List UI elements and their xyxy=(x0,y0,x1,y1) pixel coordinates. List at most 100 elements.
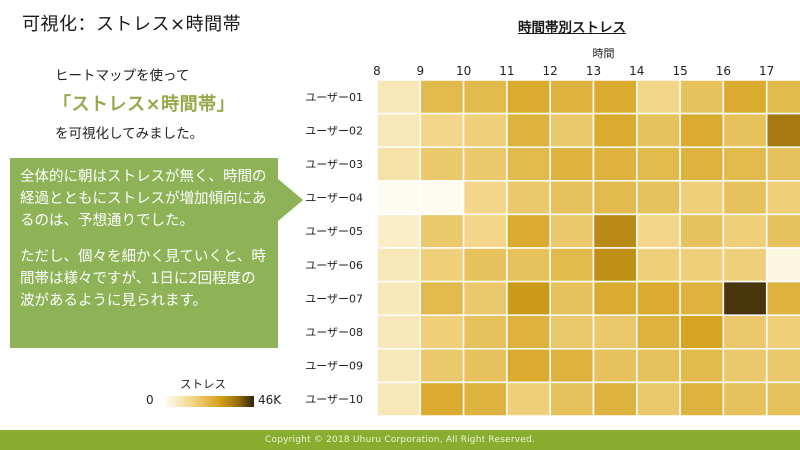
y-tick-label: ユーザー08 xyxy=(305,326,363,339)
heatmap-cell xyxy=(376,280,422,316)
x-tick-label: 13 xyxy=(586,64,601,78)
heatmap-cell xyxy=(592,314,638,350)
heatmap-cell xyxy=(765,348,800,384)
y-tick-label: ユーザー03 xyxy=(305,158,363,171)
heatmap-cell xyxy=(636,146,681,182)
legend-min-label: 0 xyxy=(146,393,154,407)
heatmap-cell xyxy=(419,348,465,384)
heatmap-cell xyxy=(636,381,681,417)
heatmap-cell xyxy=(506,381,551,417)
x-tick-label: 15 xyxy=(672,64,687,78)
heatmap-cell xyxy=(592,247,638,283)
heatmap-cell xyxy=(549,348,595,384)
heatmap-cell xyxy=(462,213,508,249)
y-tick-label: ユーザー10 xyxy=(305,393,363,406)
heatmap-cell xyxy=(765,146,800,182)
x-axis-title: 時間 xyxy=(593,47,615,60)
x-tick-label: 9 xyxy=(416,64,424,78)
x-tick-label: 11 xyxy=(499,64,514,78)
heatmap-cell xyxy=(376,213,422,249)
heatmap-cell xyxy=(462,348,508,384)
heatmap-cell xyxy=(679,213,725,249)
heatmap-cell xyxy=(722,213,768,249)
heatmap-cell xyxy=(419,381,465,417)
heatmap-cell xyxy=(419,314,465,350)
heatmap-cell xyxy=(722,146,768,182)
heatmap-cell xyxy=(592,348,638,384)
heatmap-cell xyxy=(419,112,465,148)
heatmap-cell xyxy=(462,314,508,350)
heatmap-cell xyxy=(419,79,465,115)
heatmap-cell xyxy=(722,280,768,316)
y-tick-label: ユーザー06 xyxy=(305,259,363,272)
heatmap-cell xyxy=(419,146,465,182)
heatmap-cell xyxy=(679,314,725,350)
heatmap-cell xyxy=(376,348,422,384)
heatmap-cell xyxy=(722,381,768,417)
footer-copyright: Copyright © 2018 Uhuru Corporation, All … xyxy=(0,430,800,450)
heatmap-cell xyxy=(636,247,681,283)
heatmap-cell xyxy=(549,213,595,249)
heatmap-cell xyxy=(679,381,725,417)
heatmap-cell xyxy=(592,146,638,182)
x-tick-label: 10 xyxy=(456,64,471,78)
heatmap-cell xyxy=(679,79,725,115)
heatmap-cell xyxy=(592,112,638,148)
heatmap-cell xyxy=(679,280,725,316)
heatmap-cell xyxy=(722,79,768,115)
heatmap-cell xyxy=(462,247,508,283)
heatmap-cell xyxy=(636,348,681,384)
heatmap-cell xyxy=(549,180,595,216)
heatmap-cell xyxy=(765,247,800,283)
heatmap-cell xyxy=(506,146,551,182)
heatmap-cell xyxy=(765,314,800,350)
heatmap-cell xyxy=(506,79,551,115)
heatmap-cell xyxy=(506,180,551,216)
x-tick-label: 14 xyxy=(629,64,644,78)
legend-color-scale xyxy=(164,396,254,407)
y-tick-label: ユーザー02 xyxy=(305,124,363,137)
heatmap-cell xyxy=(636,79,681,115)
heatmap-cell xyxy=(636,213,681,249)
intro-line-3: を可視化してみました。 xyxy=(55,126,204,142)
heatmap-cell xyxy=(636,314,681,350)
heatmap-cell xyxy=(506,348,551,384)
heatmap-cell xyxy=(462,280,508,316)
intro-text: ヒートマップを使って 「ストレス×時間帯」 を可視化してみました。 xyxy=(53,64,235,142)
heatmap-cell xyxy=(765,79,800,115)
callout-pointer xyxy=(277,178,303,222)
heatmap-cell xyxy=(376,314,422,350)
heatmap-cell xyxy=(636,280,681,316)
heatmap-cell xyxy=(679,348,725,384)
heatmap-cell xyxy=(592,79,638,115)
heatmap-cell xyxy=(376,112,422,148)
heatmap-cell xyxy=(506,314,551,350)
x-tick-label: 17 xyxy=(759,64,774,78)
slide-title: 可視化：ストレス×時間帯 xyxy=(22,14,242,35)
intro-line-1: ヒートマップを使って xyxy=(55,68,190,84)
heatmap-cell xyxy=(462,180,508,216)
heatmap-cell xyxy=(506,213,551,249)
heatmap-cell xyxy=(506,280,551,316)
heatmap-cell xyxy=(419,280,465,316)
heatmap-cell xyxy=(462,381,508,417)
callout-paragraph-2: ただし、個々を細かく見ていくと、時間帯は様々ですが、1日に2回程度の波があるよう… xyxy=(20,249,266,310)
heatmap-cell xyxy=(462,146,508,182)
heatmap-cell xyxy=(376,146,422,182)
heatmap-cell xyxy=(376,247,422,283)
heatmap-cell xyxy=(549,146,595,182)
heatmap-cell xyxy=(549,79,595,115)
y-tick-label: ユーザー04 xyxy=(305,192,363,205)
heatmap-cell xyxy=(376,381,422,417)
heatmap-cell xyxy=(419,247,465,283)
y-tick-label: ユーザー07 xyxy=(305,292,363,305)
heatmap-cell xyxy=(549,247,595,283)
callout-paragraph-1: 全体的に朝はストレスが無く、時間の経過とともにストレスが増加傾向にあるのは、予想… xyxy=(20,169,267,230)
heatmap-cell xyxy=(765,213,800,249)
x-tick-label: 16 xyxy=(716,64,731,78)
heatmap-cell xyxy=(592,213,638,249)
heatmap-cell xyxy=(592,280,638,316)
heatmap-cell xyxy=(679,112,725,148)
x-tick-label: 8 xyxy=(373,64,381,78)
